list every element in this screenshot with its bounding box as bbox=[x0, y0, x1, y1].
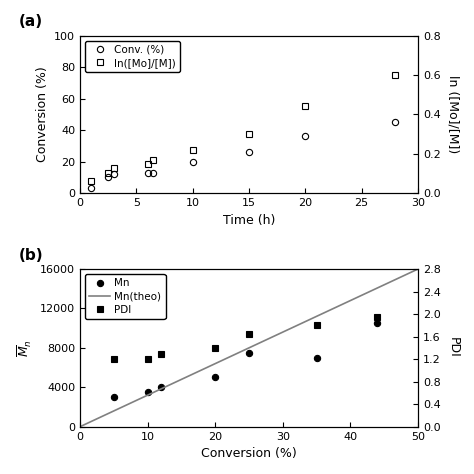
Y-axis label: PDI: PDI bbox=[447, 337, 460, 358]
X-axis label: Time (h): Time (h) bbox=[223, 214, 275, 227]
Y-axis label: $\overline{M}_n$: $\overline{M}_n$ bbox=[16, 339, 35, 357]
Y-axis label: ln ([Mo]/[M]): ln ([Mo]/[M]) bbox=[447, 75, 460, 154]
Legend: Mn, Mn(theo), PDI: Mn, Mn(theo), PDI bbox=[85, 274, 165, 319]
Y-axis label: Conversion (%): Conversion (%) bbox=[36, 66, 49, 162]
Text: (b): (b) bbox=[19, 248, 44, 263]
Text: (a): (a) bbox=[19, 14, 43, 29]
X-axis label: Conversion (%): Conversion (%) bbox=[201, 447, 297, 460]
Legend: Conv. (%), ln([Mo]/[M]): Conv. (%), ln([Mo]/[M]) bbox=[85, 41, 180, 72]
